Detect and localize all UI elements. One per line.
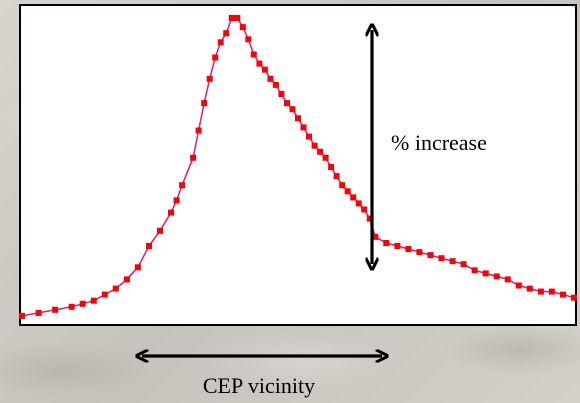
data-point-3: [68, 303, 75, 310]
data-point-12: [168, 209, 174, 216]
data-point-52: [416, 249, 423, 256]
data-point-59: [493, 273, 500, 280]
data-point-46: [361, 206, 368, 213]
data-point-43: [344, 188, 351, 195]
data-point-39: [322, 154, 329, 161]
data-point-57: [471, 267, 478, 274]
data-point-25: [245, 36, 252, 43]
data-point-53: [427, 252, 434, 259]
plot-frame: [19, 4, 577, 326]
data-point-14: [179, 182, 186, 189]
data-point-58: [482, 270, 489, 277]
data-point-60: [504, 276, 511, 283]
data-point-11: [157, 227, 163, 234]
data-point-22: [228, 15, 235, 21]
data-point-31: [278, 91, 285, 97]
data-point-44: [350, 194, 357, 201]
data-point-64: [548, 288, 555, 295]
data-point-61: [515, 282, 522, 289]
data-point-63: [537, 288, 544, 295]
data-point-5: [90, 297, 97, 304]
data-point-34: [295, 115, 301, 122]
cep-vicinity-label: CEP vicinity: [203, 373, 315, 398]
data-point-17: [201, 100, 208, 107]
data-point-18: [206, 75, 213, 82]
data-point-1: [35, 309, 42, 316]
data-point-32: [284, 100, 290, 107]
data-point-35: [300, 124, 307, 131]
data-point-27: [256, 60, 263, 67]
data-point-8: [123, 276, 130, 283]
data-point-30: [272, 81, 279, 88]
data-point-7: [112, 285, 119, 292]
data-point-6: [101, 291, 108, 298]
data-point-28: [261, 66, 268, 73]
data-point-62: [526, 285, 533, 292]
data-point-24: [239, 24, 246, 31]
data-point-0: [19, 312, 25, 319]
data-point-29: [267, 75, 274, 82]
plot-area: [19, 15, 577, 319]
data-point-55: [449, 258, 456, 265]
data-point-20: [217, 39, 224, 46]
data-point-9: [134, 264, 141, 271]
data-point-38: [317, 148, 324, 155]
data-point-66: [571, 294, 577, 301]
data-point-2: [52, 306, 59, 313]
data-point-56: [460, 261, 467, 268]
data-point-36: [306, 133, 312, 140]
data-point-10: [146, 243, 152, 249]
data-point-16: [195, 127, 202, 134]
data-points: [19, 15, 577, 319]
data-point-65: [560, 291, 566, 298]
data-point-37: [311, 142, 318, 149]
data-point-45: [355, 200, 362, 207]
data-point-23: [234, 15, 241, 21]
data-point-4: [79, 300, 86, 307]
data-point-49: [383, 240, 390, 246]
data-point-26: [250, 51, 257, 58]
data-point-54: [438, 255, 445, 262]
data-point-19: [212, 54, 219, 61]
data-point-41: [333, 173, 340, 180]
data-point-15: [190, 154, 197, 161]
data-point-21: [223, 30, 230, 37]
data-point-13: [173, 197, 180, 204]
percent-increase-label: % increase: [391, 130, 487, 155]
data-point-33: [289, 106, 296, 113]
data-point-51: [405, 246, 412, 252]
data-point-42: [339, 182, 346, 189]
data-point-40: [328, 164, 335, 170]
data-point-50: [394, 243, 401, 249]
